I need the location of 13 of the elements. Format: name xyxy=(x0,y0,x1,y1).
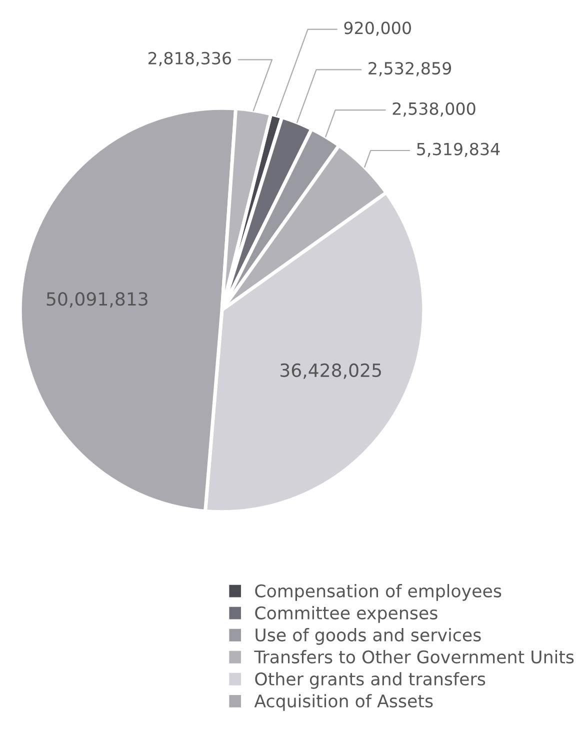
data-label: 36,428,025 xyxy=(280,363,381,379)
data-label: 2,538,000 xyxy=(392,102,476,117)
data-label: 2,532,859 xyxy=(368,62,452,76)
data-label: 920,000 xyxy=(344,22,411,36)
legend-label: Use of goods and services xyxy=(256,628,481,645)
legend-label: Acquisition of Assets xyxy=(254,694,433,711)
legend-label: Compensation of employees xyxy=(255,584,502,601)
legend-label: Other grants and transfers xyxy=(255,672,486,689)
data-label: 5,319,834 xyxy=(417,142,500,158)
legend-label: Transfers to Other Government Units xyxy=(254,650,574,664)
legend-label: Committee expenses xyxy=(255,606,438,623)
data-label: 50,091,813 xyxy=(46,292,148,308)
data-label: 2,818,336 xyxy=(148,52,232,66)
